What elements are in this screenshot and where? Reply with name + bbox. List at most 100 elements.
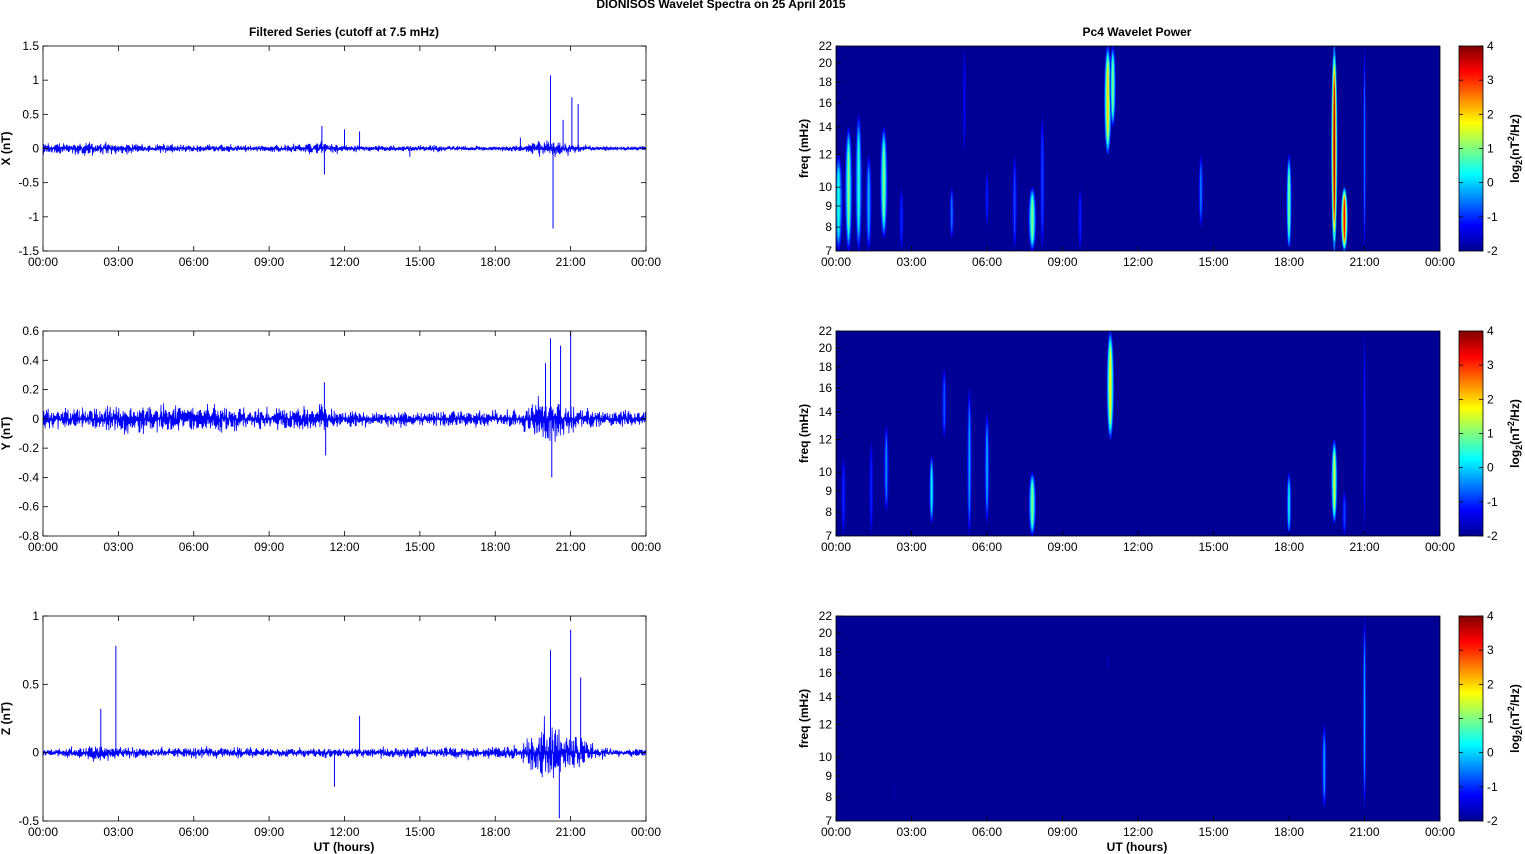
wavelet-power-streak: [843, 469, 845, 522]
left-xlabel: UT (hours): [314, 840, 375, 854]
y-tick-label: 16: [819, 381, 833, 395]
x-tick-label: 18:00: [480, 540, 510, 554]
wavelet-power-streak: [883, 147, 885, 219]
colorbar-tick-label: 1: [1487, 142, 1494, 156]
y-axis-label: Y (nT): [0, 417, 13, 451]
plot-frame: [42, 615, 647, 822]
x-tick-label: 00:00: [821, 255, 851, 269]
y-tick-label: 9: [825, 199, 832, 213]
x-tick-label: 06:00: [179, 540, 209, 554]
colorbar-tick-label: 1: [1487, 712, 1494, 726]
series-trace: [43, 715, 646, 779]
x-tick-label: 12:00: [1123, 255, 1153, 269]
x-tick-label: 09:00: [254, 255, 284, 269]
y-tick-label: 16: [819, 666, 833, 680]
x-tick-label: 00:00: [1425, 825, 1455, 839]
y-tick-label: -0.8: [18, 529, 39, 543]
wavelet-power-streak: [1364, 82, 1365, 215]
colorbar-tick-label: -2: [1487, 529, 1498, 543]
colorbar-tick-label: 4: [1487, 324, 1494, 338]
wavelet-power-streak: [1323, 739, 1325, 794]
wavelet-power-streak: [847, 149, 850, 229]
y-tick-label: 7: [825, 244, 832, 258]
x-tick-label: 18:00: [480, 255, 510, 269]
y-tick-label: 10: [819, 180, 833, 194]
x-tick-label: 21:00: [556, 825, 586, 839]
wavelet-power-streak: [1014, 171, 1016, 234]
series-trace: [43, 395, 646, 442]
x-tick-label: 06:00: [179, 825, 209, 839]
wavelet-power-streak: [963, 65, 965, 135]
x-tick-label: 03:00: [103, 540, 133, 554]
right-xlabel: UT (hours): [1107, 840, 1168, 854]
y-tick-label: 8: [825, 505, 832, 519]
wavelet-power-streak: [1107, 655, 1109, 670]
x-tick-label: 15:00: [405, 255, 435, 269]
colorbar-tick-label: -2: [1487, 244, 1498, 258]
y-tick-label: 10: [819, 465, 833, 479]
colorbar-label: log2(nT2/Hz): [1506, 684, 1524, 753]
wavelet-power-streak: [1112, 60, 1114, 113]
y-tick-label: 12: [819, 148, 833, 162]
wavelet-power-streak: [893, 781, 895, 803]
y-tick-label: 9: [825, 769, 832, 783]
x-tick-label: 00:00: [28, 540, 58, 554]
heatmap-2: 00:00 03:00 06:00 09:00 12:00 15:00 18:00 21:00…: [797, 609, 1524, 839]
wavelet-power-streak: [1343, 499, 1345, 528]
y-tick-label: 7: [825, 529, 832, 543]
x-tick-label: 18:00: [480, 825, 510, 839]
y-tick-label: 18: [819, 360, 833, 374]
colorbar-tick-label: 2: [1487, 107, 1494, 121]
left-column-title: Filtered Series (cutoff at 7.5 mHz): [249, 25, 439, 39]
x-tick-label: 21:00: [1349, 825, 1379, 839]
y-tick-label: 14: [819, 405, 833, 419]
y-axis-label: Z (nT): [0, 702, 13, 735]
x-tick-label: 15:00: [405, 825, 435, 839]
y-tick-label: 12: [819, 433, 833, 447]
y-tick-label: -1: [28, 210, 39, 224]
x-tick-label: 03:00: [896, 825, 926, 839]
x-tick-label: 09:00: [254, 540, 284, 554]
x-tick-label: 03:00: [896, 255, 926, 269]
colorbar-label: log2(nT2/Hz): [1506, 114, 1524, 183]
wavelet-power-streak: [1333, 82, 1335, 215]
x-tick-label: 06:00: [972, 255, 1002, 269]
colorbar-tick-label: 3: [1487, 73, 1494, 87]
y-tick-label: 0.6: [22, 324, 39, 338]
colorbar-tick-label: -1: [1487, 780, 1498, 794]
x-tick-label: 12:00: [329, 825, 359, 839]
x-tick-label: 18:00: [1274, 255, 1304, 269]
y-tick-label: 0: [32, 142, 39, 156]
heatmap-background: [836, 331, 1440, 536]
wavelet-power-streak: [986, 432, 988, 504]
x-tick-label: 09:00: [1047, 540, 1077, 554]
colorbar-tick-label: 2: [1487, 677, 1494, 691]
y-tick-label: 1.5: [22, 39, 39, 53]
y-tick-label: 0: [32, 746, 39, 760]
y-tick-label: 18: [819, 75, 833, 89]
line-chart-1: 00:00 03:00 06:00 09:00 12:00 15:00 18:00 21:00…: [0, 324, 661, 554]
colorbar-tick-label: -1: [1487, 210, 1498, 224]
y-axis-label: freq (mHz): [797, 689, 811, 748]
y-tick-label: 1: [32, 73, 39, 87]
x-tick-label: 12:00: [1123, 825, 1153, 839]
wavelet-power-streak: [1343, 198, 1346, 240]
y-axis-label: X (nT): [0, 132, 13, 166]
colorbar-tick-label: 2: [1487, 392, 1494, 406]
wavelet-power-streak: [885, 440, 887, 497]
x-tick-label: 06:00: [972, 540, 1002, 554]
colorbar-label: log2(nT2/Hz): [1506, 399, 1524, 468]
y-tick-label: -0.4: [18, 470, 39, 484]
y-tick-label: 20: [819, 626, 833, 640]
y-axis-label: freq (mHz): [797, 119, 811, 178]
y-tick-label: 7: [825, 814, 832, 828]
wavelet-power-streak: [951, 196, 953, 230]
x-tick-label: 00:00: [28, 255, 58, 269]
x-tick-label: 00:00: [631, 540, 661, 554]
line-chart-0: 00:00 03:00 06:00 09:00 12:00 15:00 18:00 21:00…: [0, 39, 661, 269]
colorbar-tick-label: 4: [1487, 39, 1494, 53]
y-axis-label: freq (mHz): [797, 404, 811, 463]
y-tick-label: 9: [825, 484, 832, 498]
x-tick-label: 18:00: [1274, 540, 1304, 554]
